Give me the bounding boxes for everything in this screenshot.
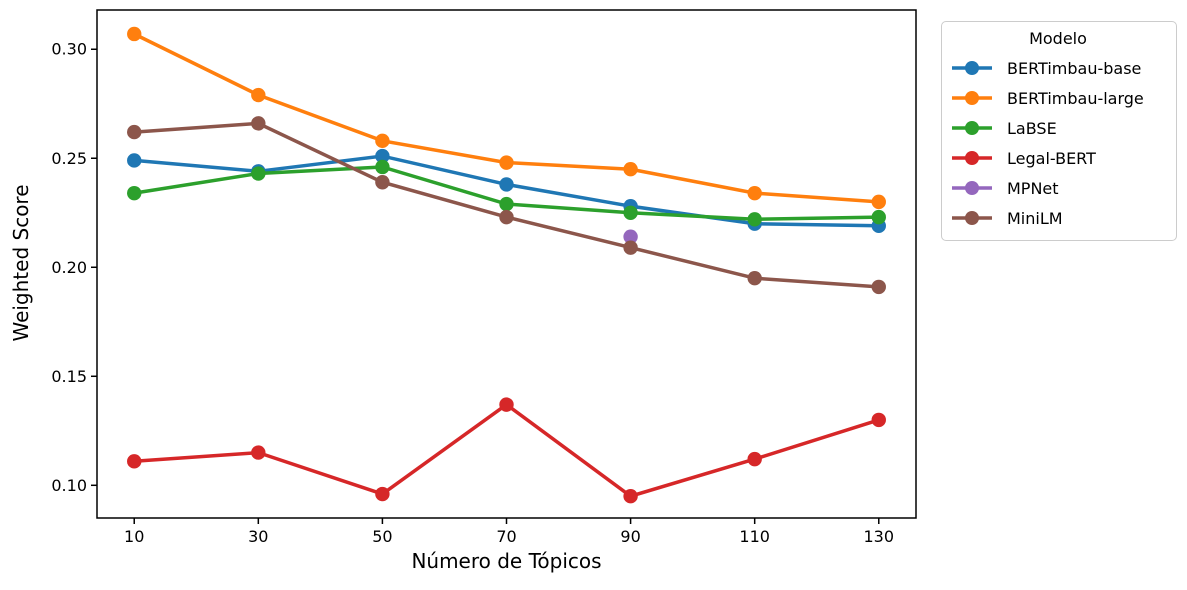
legend-marker-icon — [965, 151, 979, 165]
series-marker-labse-x130 — [871, 209, 886, 225]
series-marker-minilm-x30 — [251, 116, 266, 131]
series-marker-labse-x50 — [375, 159, 390, 175]
y-tick-label-0.30: 0.30 — [51, 40, 87, 59]
x-tick-label-50: 50 — [372, 527, 392, 546]
legend-title: Modelo — [1029, 29, 1087, 48]
legend-marker-icon — [965, 211, 979, 225]
legend-label-legal-bert: Legal-BERT — [1007, 148, 1096, 168]
series-marker-bertimbau-large-x10 — [127, 26, 142, 42]
legend-label-labse: LaBSE — [1007, 118, 1057, 138]
y-tick-label-0.15: 0.15 — [51, 367, 87, 386]
x-tick-label-10: 10 — [124, 527, 144, 546]
series-marker-legal-bert-x110 — [747, 451, 762, 467]
series-marker-labse-x10 — [127, 185, 142, 201]
series-marker-legal-bert-x130 — [871, 412, 886, 428]
series-marker-labse-x30 — [251, 166, 266, 181]
legend-marker-icon — [965, 121, 979, 135]
legend-swatch-bertimbau-base-icon — [952, 61, 992, 75]
legend-label-bertimbau-large: BERTimbau-large — [1007, 88, 1144, 108]
series-marker-labse-x70 — [499, 196, 514, 212]
series-marker-bertimbau-large-x110 — [747, 185, 762, 201]
legend-marker-icon — [965, 61, 979, 75]
y-tick-label-0.20: 0.20 — [51, 258, 87, 277]
x-tick-label-110: 110 — [739, 527, 770, 546]
legend-marker-icon — [965, 181, 979, 195]
legend-item-labse: LaBSE — [950, 113, 1166, 143]
series-marker-minilm-x70 — [499, 209, 514, 225]
series-marker-legal-bert-x50 — [375, 486, 390, 502]
legend-swatch-legal-bert-icon — [952, 151, 992, 165]
plot-border — [96, 9, 917, 519]
series-marker-legal-bert-x10 — [127, 454, 142, 469]
series-marker-minilm-x110 — [747, 270, 762, 286]
series-marker-labse-x90 — [623, 205, 638, 220]
legend-item-bertimbau-base: BERTimbau-base — [950, 53, 1166, 83]
x-tick-label-90: 90 — [620, 527, 640, 546]
series-marker-legal-bert-x30 — [251, 445, 266, 460]
x-tick-label-70: 70 — [496, 527, 516, 546]
y-tick-label-0.10: 0.10 — [51, 476, 87, 495]
legend-marker-icon — [965, 91, 979, 105]
legend-item-legal-bert: Legal-BERT — [950, 143, 1166, 173]
series-marker-bertimbau-large-x50 — [375, 133, 390, 149]
legend-items: BERTimbau-base BERTimbau-large LaBSE Legal-… — [950, 53, 1166, 233]
y-tick-label-0.25: 0.25 — [51, 149, 87, 168]
series-marker-mpnet-x90 — [623, 229, 638, 244]
series-marker-bertimbau-base-x10 — [127, 153, 142, 168]
series-marker-minilm-x130 — [871, 279, 886, 295]
series-marker-bertimbau-large-x30 — [251, 87, 266, 103]
series-marker-bertimbau-base-x70 — [499, 177, 514, 192]
legend-label-bertimbau-base: BERTimbau-base — [1007, 58, 1142, 78]
series-marker-bertimbau-large-x70 — [499, 155, 514, 170]
legend-swatch-labse-icon — [952, 121, 992, 135]
series-marker-legal-bert-x70 — [499, 397, 514, 412]
series-marker-bertimbau-large-x130 — [871, 194, 886, 210]
x-axis-label: Número de Tópicos — [411, 549, 602, 573]
series-line-legal-bert — [132, 402, 881, 499]
y-axis-label: Weighted Score — [9, 184, 33, 342]
legend-item-bertimbau-large: BERTimbau-large — [950, 83, 1166, 113]
series-marker-minilm-x90 — [623, 240, 638, 255]
legend: Modelo BERTimbau-base BERTimbau-large LaBS… — [941, 21, 1177, 241]
legend-item-minilm: MiniLM — [950, 203, 1166, 233]
x-tick-label-30: 30 — [248, 527, 268, 546]
series-marker-bertimbau-large-x90 — [623, 161, 638, 177]
series-marker-minilm-x10 — [127, 124, 142, 140]
legend-label-minilm: MiniLM — [1007, 208, 1063, 228]
series-marker-labse-x110 — [747, 212, 762, 227]
legend-swatch-mpnet-icon — [952, 181, 992, 195]
series-marker-bertimbau-base-x50 — [375, 148, 390, 164]
legend-label-mpnet: MPNet — [1007, 178, 1059, 198]
series-marker-legal-bert-x90 — [623, 488, 638, 504]
x-tick-label-130: 130 — [863, 527, 894, 546]
legend-item-mpnet: MPNet — [950, 173, 1166, 203]
legend-swatch-minilm-icon — [952, 211, 992, 225]
series-marker-minilm-x50 — [375, 175, 390, 190]
legend-swatch-bertimbau-large-icon — [952, 91, 992, 105]
